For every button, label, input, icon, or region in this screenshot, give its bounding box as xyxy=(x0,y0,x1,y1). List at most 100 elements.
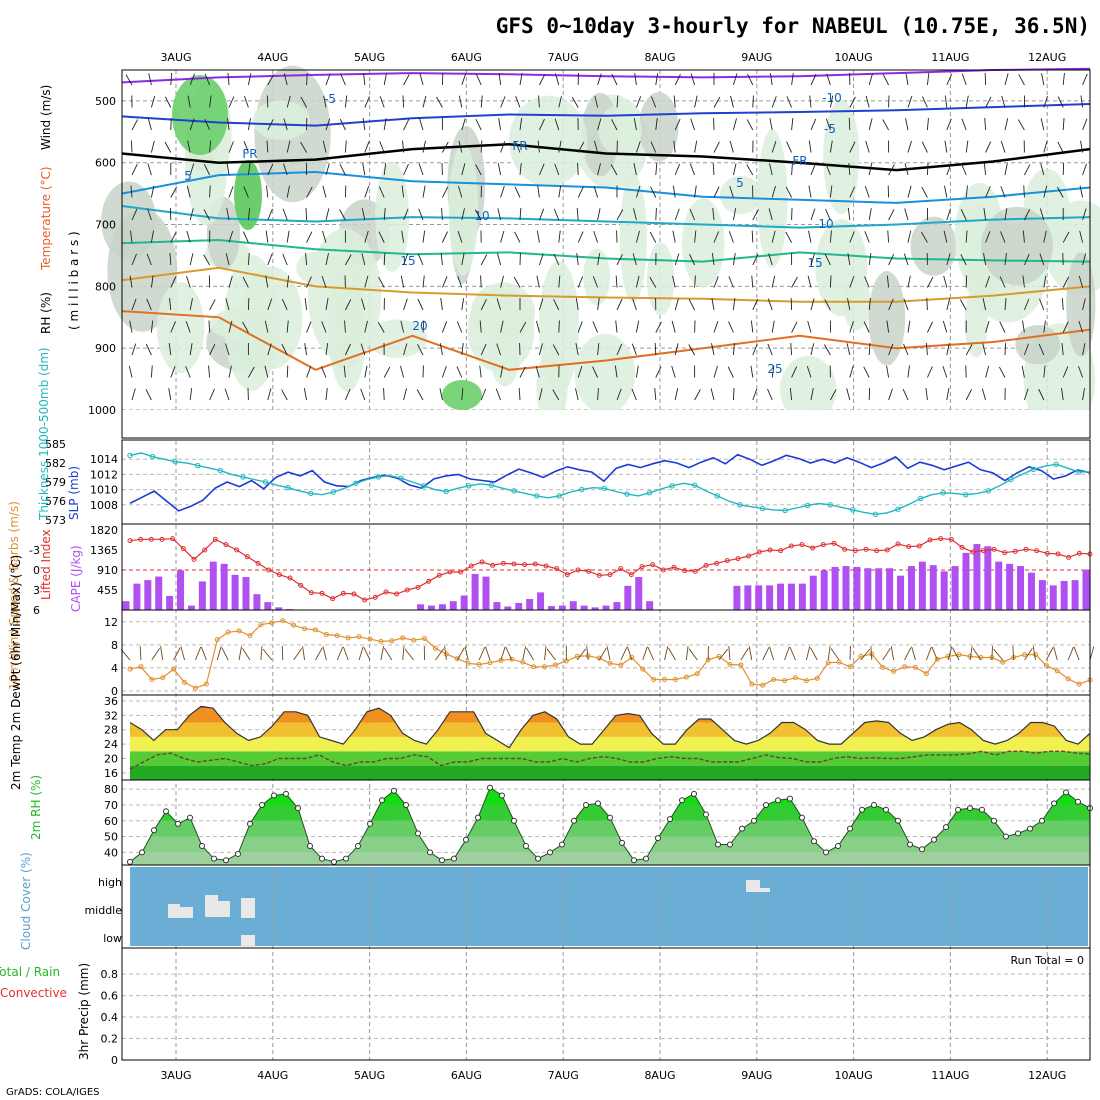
wind-barb xyxy=(209,344,216,356)
rh-shade xyxy=(823,99,860,215)
temp-band xyxy=(130,765,1090,780)
wind-barb xyxy=(304,343,308,356)
wind-barb xyxy=(907,230,912,243)
wind-barb xyxy=(306,186,313,198)
rh-shade xyxy=(1066,252,1096,357)
wind-barb-10m xyxy=(620,647,628,661)
wind-barb xyxy=(771,275,776,288)
wind-barb xyxy=(713,365,718,378)
cape-bar xyxy=(275,607,283,610)
wind-speed-point xyxy=(280,618,286,624)
precip-total-label: Total / Rain xyxy=(0,965,60,979)
wind-barb xyxy=(597,253,601,266)
panel-frame-precip xyxy=(121,947,1091,1061)
temp-ylabels: 2m Temp 2m DewPt (6hr Min/Max) (°C) xyxy=(9,555,23,790)
wind-barb xyxy=(694,140,698,153)
lifted-index-point xyxy=(447,569,453,575)
rh-tick: 50 xyxy=(104,831,118,844)
wind-speed-point xyxy=(1065,676,1071,682)
rh-point xyxy=(307,843,313,850)
wind-barb xyxy=(402,95,405,108)
rh-point xyxy=(343,855,349,862)
wind-barb xyxy=(228,186,234,198)
wind-barb xyxy=(944,95,948,108)
wind-barb xyxy=(383,252,386,266)
wind-barb xyxy=(597,343,600,356)
pressure-tick: 1000 xyxy=(88,404,116,417)
rh-point xyxy=(1027,825,1033,832)
rh-point xyxy=(871,801,877,808)
wind-barb-10m xyxy=(1024,648,1033,661)
lifted-index-point xyxy=(180,546,186,552)
wind-barb xyxy=(907,320,911,333)
wind-barb xyxy=(960,254,967,266)
wind-barb xyxy=(830,389,837,401)
wind-barb xyxy=(228,275,233,288)
rh-point xyxy=(187,814,193,821)
wind-barb xyxy=(458,185,463,198)
rh-point xyxy=(163,808,169,815)
wind-barb xyxy=(518,387,521,401)
wind-barb xyxy=(286,95,291,108)
wind-barb xyxy=(982,298,987,311)
wind-barb-10m xyxy=(647,647,655,661)
wind-barb xyxy=(942,320,948,333)
wind-barb xyxy=(965,344,973,356)
wind-barb xyxy=(264,320,269,333)
lifted-index-point xyxy=(948,536,954,542)
wind-barb-10m xyxy=(404,648,414,661)
rh-point xyxy=(511,817,517,824)
wind-tick: 0 xyxy=(111,685,118,698)
rh-point xyxy=(235,850,241,857)
thickness-point xyxy=(308,490,314,497)
thickness-tick: 585 xyxy=(45,438,66,451)
wind-barb xyxy=(655,207,657,221)
wind-barb xyxy=(674,253,680,266)
rh-shade xyxy=(598,104,642,155)
wind-speed-point xyxy=(782,678,788,684)
cape-bar xyxy=(624,585,632,610)
lifted-index-point xyxy=(191,556,197,562)
rh-point xyxy=(751,817,757,824)
day-label-bottom: 12AUG xyxy=(1028,1069,1066,1082)
wind-barb xyxy=(247,73,252,86)
cape-bar xyxy=(504,606,512,610)
contour-label: 10 xyxy=(818,217,833,231)
wind-barb xyxy=(946,388,950,401)
wind-speed-point xyxy=(400,635,406,641)
wind-barb xyxy=(379,96,385,108)
wind-barb xyxy=(441,321,448,333)
wind-barb xyxy=(361,253,366,266)
wind-barb xyxy=(480,343,487,356)
wind-barb xyxy=(150,140,155,153)
wind-barb xyxy=(597,118,602,131)
wind-barb-10m xyxy=(728,646,731,661)
wind-barb xyxy=(864,231,870,243)
wind-barb xyxy=(321,321,327,333)
wind-barb-10m xyxy=(576,648,587,661)
wind-barb xyxy=(965,185,968,198)
wind-speed-point xyxy=(716,653,722,659)
wind-barb xyxy=(209,140,212,153)
thickness-point xyxy=(172,459,178,465)
wind-barb xyxy=(791,73,794,86)
wind-barb xyxy=(1082,253,1087,266)
wind-barb xyxy=(728,276,734,288)
wind-barb xyxy=(1078,320,1084,333)
wind-barb-10m xyxy=(195,646,202,661)
wind-barb xyxy=(1082,298,1086,311)
wind-barb-10m xyxy=(606,646,611,661)
wind-barb xyxy=(475,119,482,131)
lifted-index-point xyxy=(607,572,613,578)
run-total-label: Run Total = 0 xyxy=(1011,954,1085,967)
wind-speed-point xyxy=(956,652,962,658)
wind-barb xyxy=(146,298,152,311)
wind-barb xyxy=(441,186,449,198)
thickness-point xyxy=(940,490,946,496)
wind-speed-point xyxy=(334,633,340,639)
wind-barb xyxy=(558,320,560,333)
lifted-index-point xyxy=(884,547,890,553)
wind-barb xyxy=(361,208,366,221)
wind-barb xyxy=(713,186,720,198)
wind-barb xyxy=(1040,163,1045,176)
